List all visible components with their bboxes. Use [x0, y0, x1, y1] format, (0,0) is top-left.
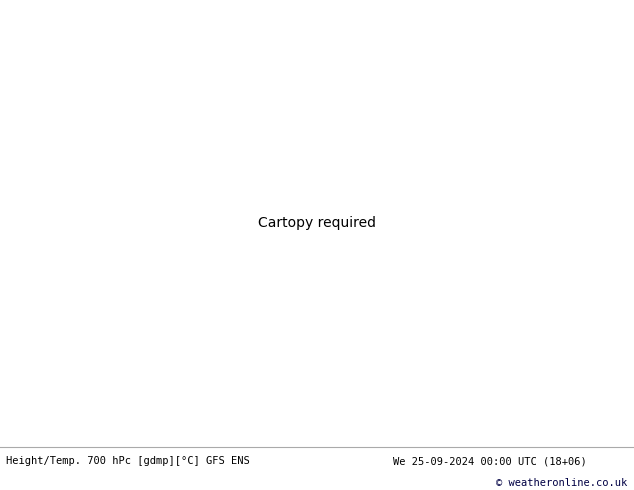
Text: Cartopy required: Cartopy required	[258, 216, 376, 230]
Text: We 25-09-2024 00:00 UTC (18+06): We 25-09-2024 00:00 UTC (18+06)	[393, 456, 587, 466]
Text: Height/Temp. 700 hPc [gdmp][°C] GFS ENS: Height/Temp. 700 hPc [gdmp][°C] GFS ENS	[6, 456, 250, 466]
Text: © weatheronline.co.uk: © weatheronline.co.uk	[496, 478, 628, 489]
